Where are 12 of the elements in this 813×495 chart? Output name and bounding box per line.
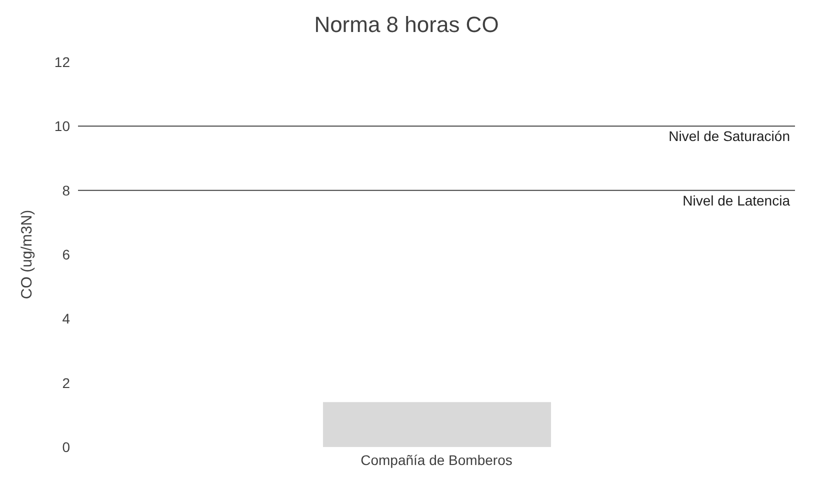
- chart-title: Norma 8 horas CO: [313, 11, 500, 39]
- y-tick-label: 10: [54, 118, 70, 134]
- ref-line-label: Nivel de Latencia: [682, 192, 790, 208]
- y-tick-label: 4: [62, 310, 70, 327]
- y-tick-label: 8: [62, 182, 70, 198]
- x-tick-label: Compañía de Bomberos: [360, 452, 512, 468]
- y-tick-label: 6: [62, 246, 70, 262]
- ref-line-label: Nivel de Saturación: [668, 128, 790, 144]
- y-axis-title: CO (ug/m3N): [18, 210, 36, 300]
- y-tick-label: 2: [62, 374, 70, 391]
- y-tick-label: 0: [62, 438, 70, 455]
- y-tick-label: 12: [54, 54, 70, 70]
